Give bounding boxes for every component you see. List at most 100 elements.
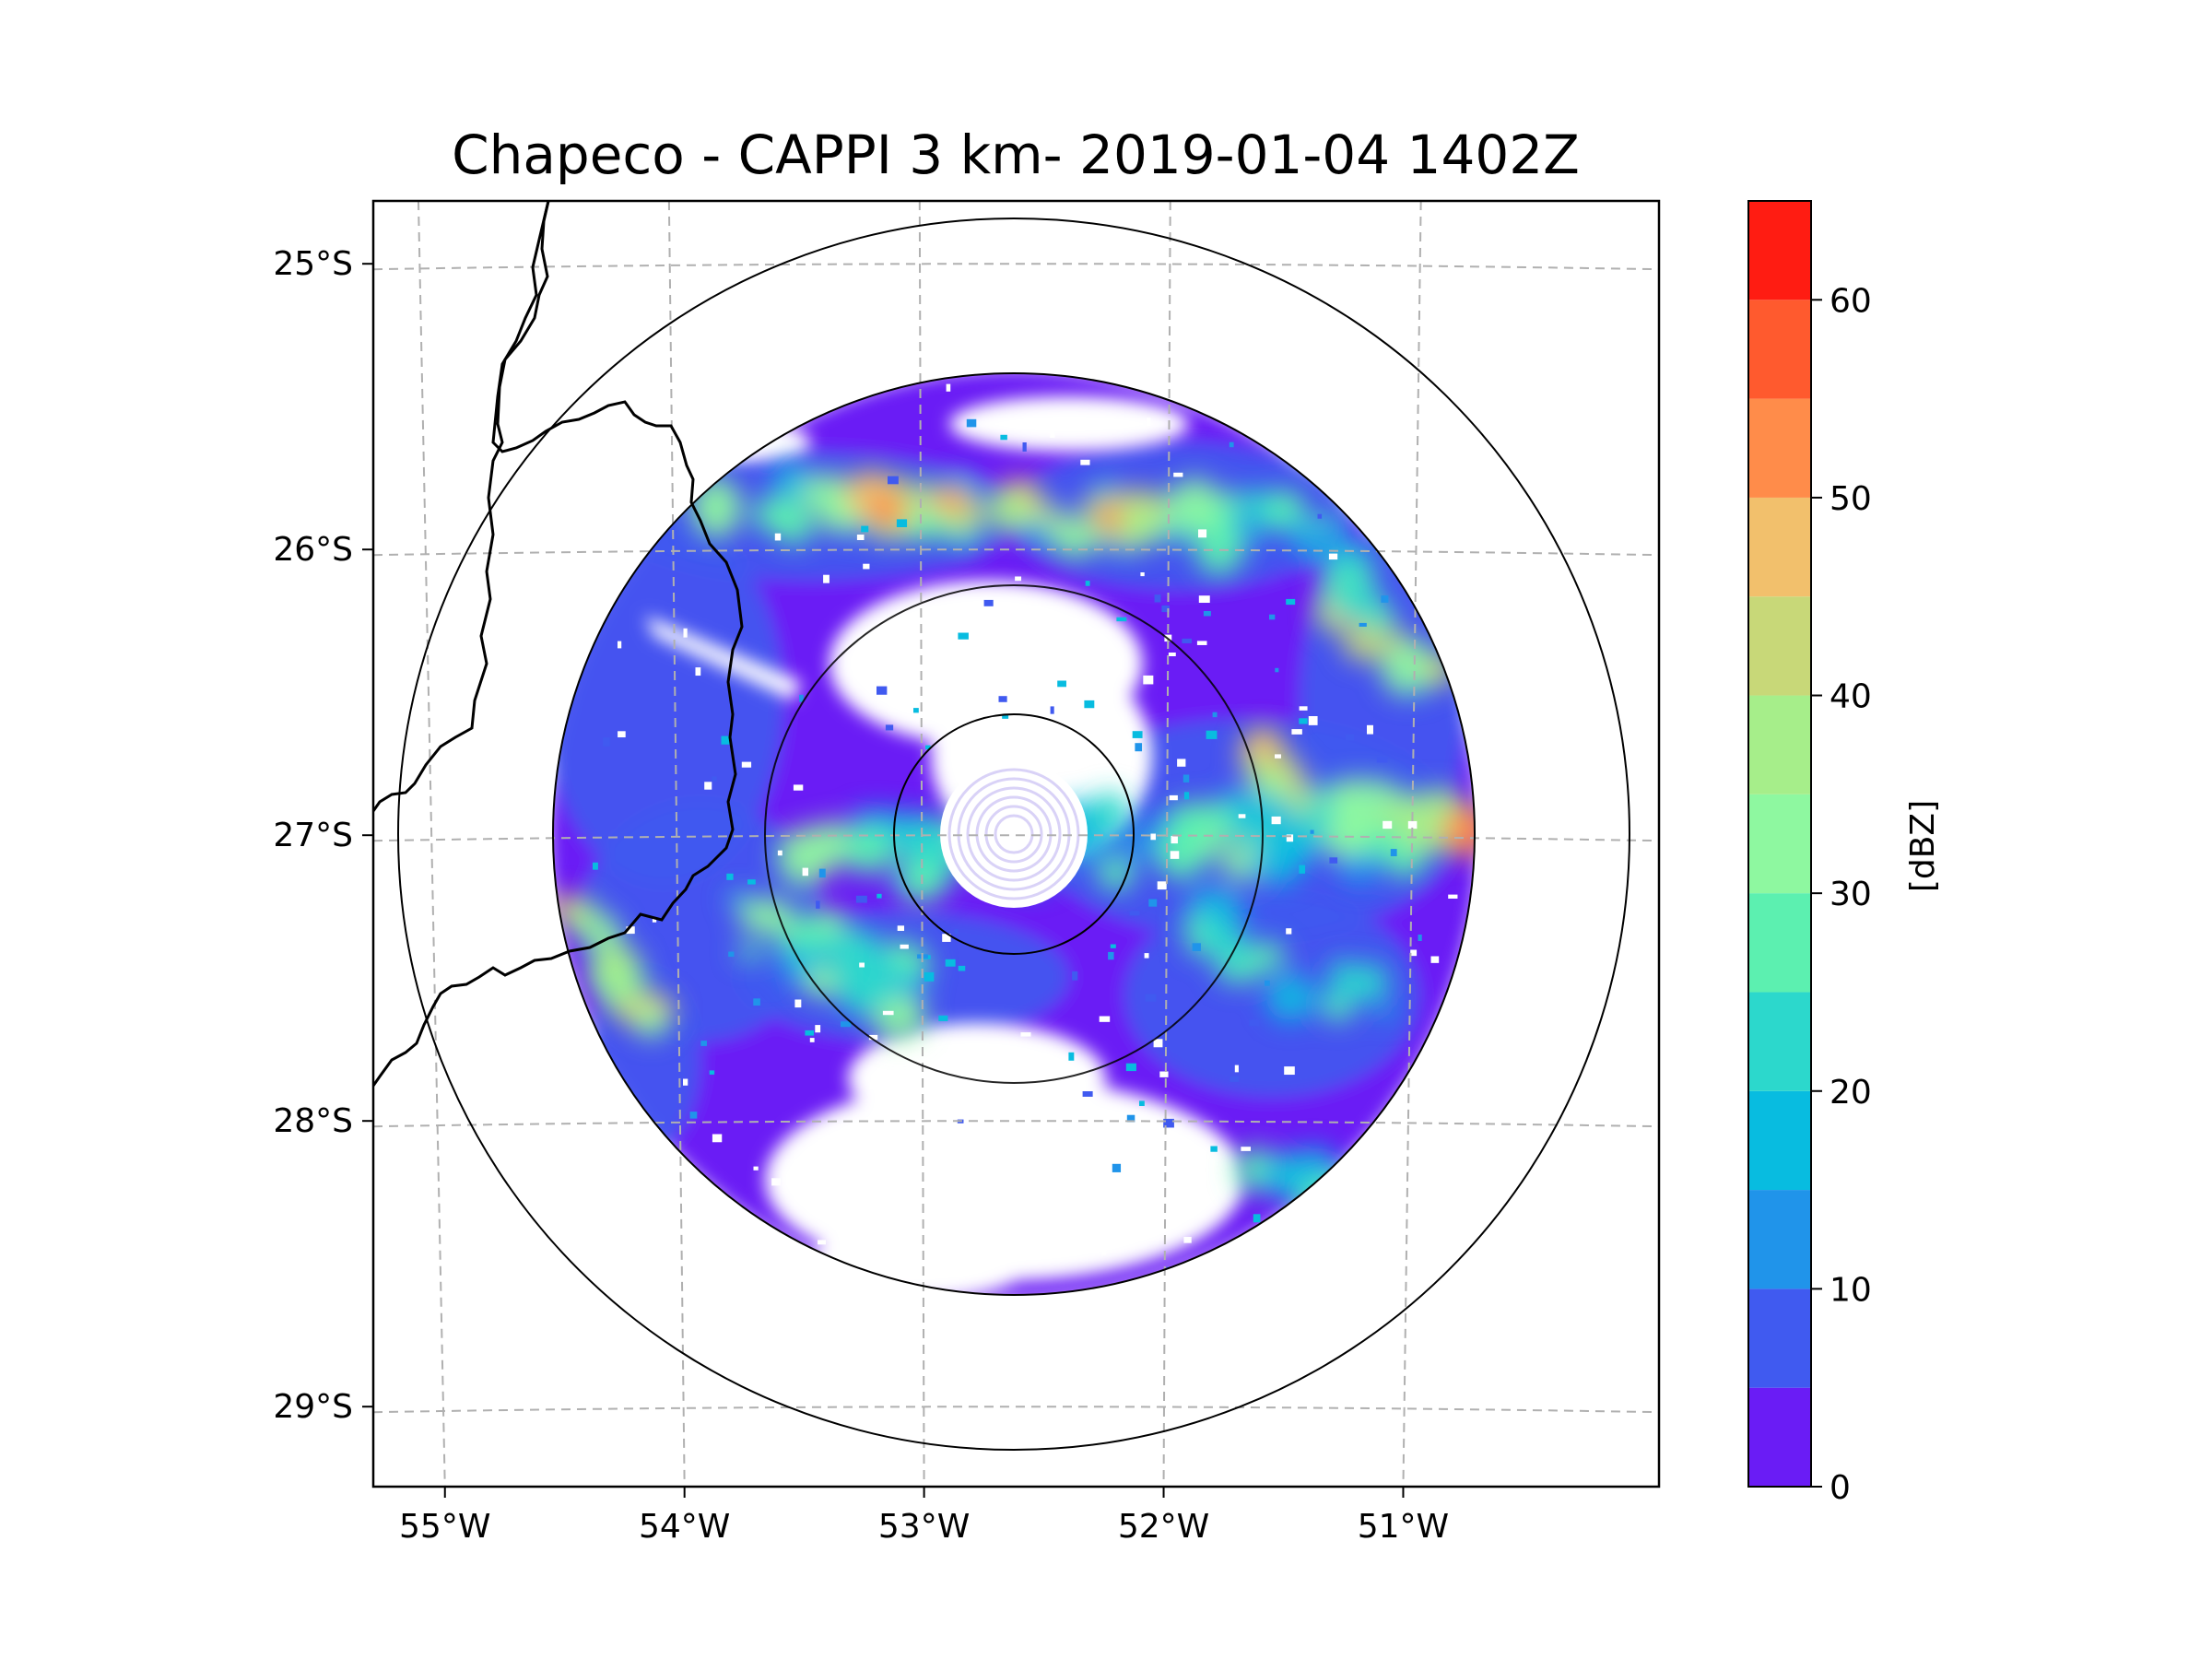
echo-speck: [1376, 757, 1388, 763]
echo-speck: [1271, 816, 1281, 825]
echo-speck: [1150, 833, 1157, 841]
echo-speck: [1265, 980, 1270, 986]
echo-speck: [856, 535, 865, 541]
echo-speck: [1381, 595, 1389, 603]
echo-speck: [1269, 614, 1276, 620]
echo-speck: [885, 724, 894, 731]
echo-speck: [1080, 459, 1090, 465]
echo-cell: [870, 493, 903, 533]
x-tick-label: 54°W: [639, 1508, 730, 1546]
echo-speck: [1126, 1114, 1135, 1123]
echo-speck: [958, 632, 969, 640]
echo-speck: [1345, 734, 1354, 741]
echo-speck: [938, 620, 944, 629]
echo-speck: [877, 893, 882, 899]
echo-cell: [1259, 1158, 1306, 1195]
echo-speck: [1234, 1065, 1239, 1073]
range-ring-100km: [764, 584, 1264, 1084]
colorbar-segment: [1748, 992, 1811, 1091]
echo-speck: [1291, 729, 1302, 735]
echo-speck: [1050, 429, 1055, 438]
echo-speck: [1238, 814, 1246, 818]
colorbar-frame: [1747, 200, 1812, 1488]
echo-cell: [1386, 629, 1407, 648]
meridian-line: [667, 201, 686, 1487]
echo-speck: [1139, 1100, 1145, 1106]
echo-speck: [1418, 935, 1422, 942]
echo-speck: [1084, 1108, 1093, 1116]
echo-speck: [1145, 994, 1157, 1002]
echo-speck: [931, 704, 937, 711]
echo-cell: [1089, 792, 1130, 836]
echo-speck: [809, 1038, 815, 1042]
echo-speck: [938, 1015, 948, 1021]
echo-speck: [1161, 605, 1170, 613]
clear-region: [949, 396, 1189, 452]
echo-cell: [1118, 503, 1161, 547]
echo-speck: [888, 476, 899, 485]
x-tick-label: 55°W: [399, 1508, 490, 1546]
echo-speck: [1430, 956, 1440, 963]
echo-cell: [586, 914, 620, 951]
echo-speck: [1129, 911, 1140, 916]
echo-speck: [774, 533, 782, 541]
echo-speck: [1065, 1146, 1071, 1153]
echo-cell: [1156, 825, 1206, 880]
colorbar-segment: [1748, 398, 1811, 498]
colorbar-segment: [1748, 300, 1811, 399]
echo-speck: [1132, 731, 1143, 738]
echo-speck: [712, 1134, 723, 1143]
echo-speck: [1241, 1147, 1251, 1151]
colorbar-tick-label: 50: [1830, 480, 1872, 518]
echo-speck: [1253, 1214, 1261, 1223]
echo-speck: [859, 962, 865, 968]
range-ring-50km: [893, 713, 1135, 955]
echo-speck: [1382, 820, 1393, 830]
echo-cell: [1248, 941, 1287, 970]
echo-cell: [777, 827, 832, 887]
echo-cell: [803, 967, 839, 998]
echo-speck: [958, 688, 968, 695]
y-tick-label: 27°S: [273, 817, 353, 854]
echo-speck: [897, 925, 905, 932]
range-ring-250km: [397, 218, 1630, 1451]
chart-title: Chapeco - CAPPI 3 km- 2019-01-04 1402Z: [452, 124, 1580, 186]
echo-speck: [1210, 1146, 1218, 1152]
echo-speck: [823, 574, 830, 583]
echo-speck: [885, 619, 896, 629]
graticule: [373, 201, 1659, 1487]
colorbar-segment: [1748, 497, 1811, 597]
echo-speck: [1064, 1129, 1072, 1139]
echo-speck: [603, 737, 610, 747]
echo-speck: [945, 959, 956, 967]
echo-speck: [652, 917, 657, 923]
echo-cell: [842, 826, 896, 875]
echo-speck: [747, 879, 756, 885]
echo-cell: [635, 1003, 668, 1039]
echo-speck: [802, 867, 809, 877]
echo-speck: [741, 761, 752, 768]
echo-speck: [1163, 1118, 1174, 1128]
echo-speck: [695, 667, 701, 677]
echo-speck: [896, 519, 908, 527]
echo-speck: [1157, 881, 1167, 890]
echo-speck: [618, 641, 622, 649]
echo-speck: [1099, 1016, 1111, 1022]
echo-speck: [1299, 718, 1308, 724]
echo-speck: [626, 926, 635, 935]
echo-speck: [1068, 1052, 1075, 1061]
echo-speck: [818, 1240, 827, 1245]
echo-speck: [1144, 953, 1149, 959]
echo-cell: [888, 874, 911, 888]
colorbar-tick-label: 30: [1830, 876, 1872, 913]
echo-speck: [865, 1152, 869, 1160]
x-tick-label: 52°W: [1118, 1508, 1209, 1546]
echo-cell: [1097, 856, 1135, 891]
echo-speck: [1308, 716, 1318, 725]
echo-cell: [753, 495, 801, 535]
echo-speck: [1159, 1071, 1169, 1077]
y-axis-ticks: 25°S 26°S 27°S 28°S 29°S: [273, 245, 373, 1426]
echo-speck: [1182, 638, 1192, 643]
echo-speck: [753, 1166, 759, 1171]
echo-speck: [1329, 857, 1338, 864]
